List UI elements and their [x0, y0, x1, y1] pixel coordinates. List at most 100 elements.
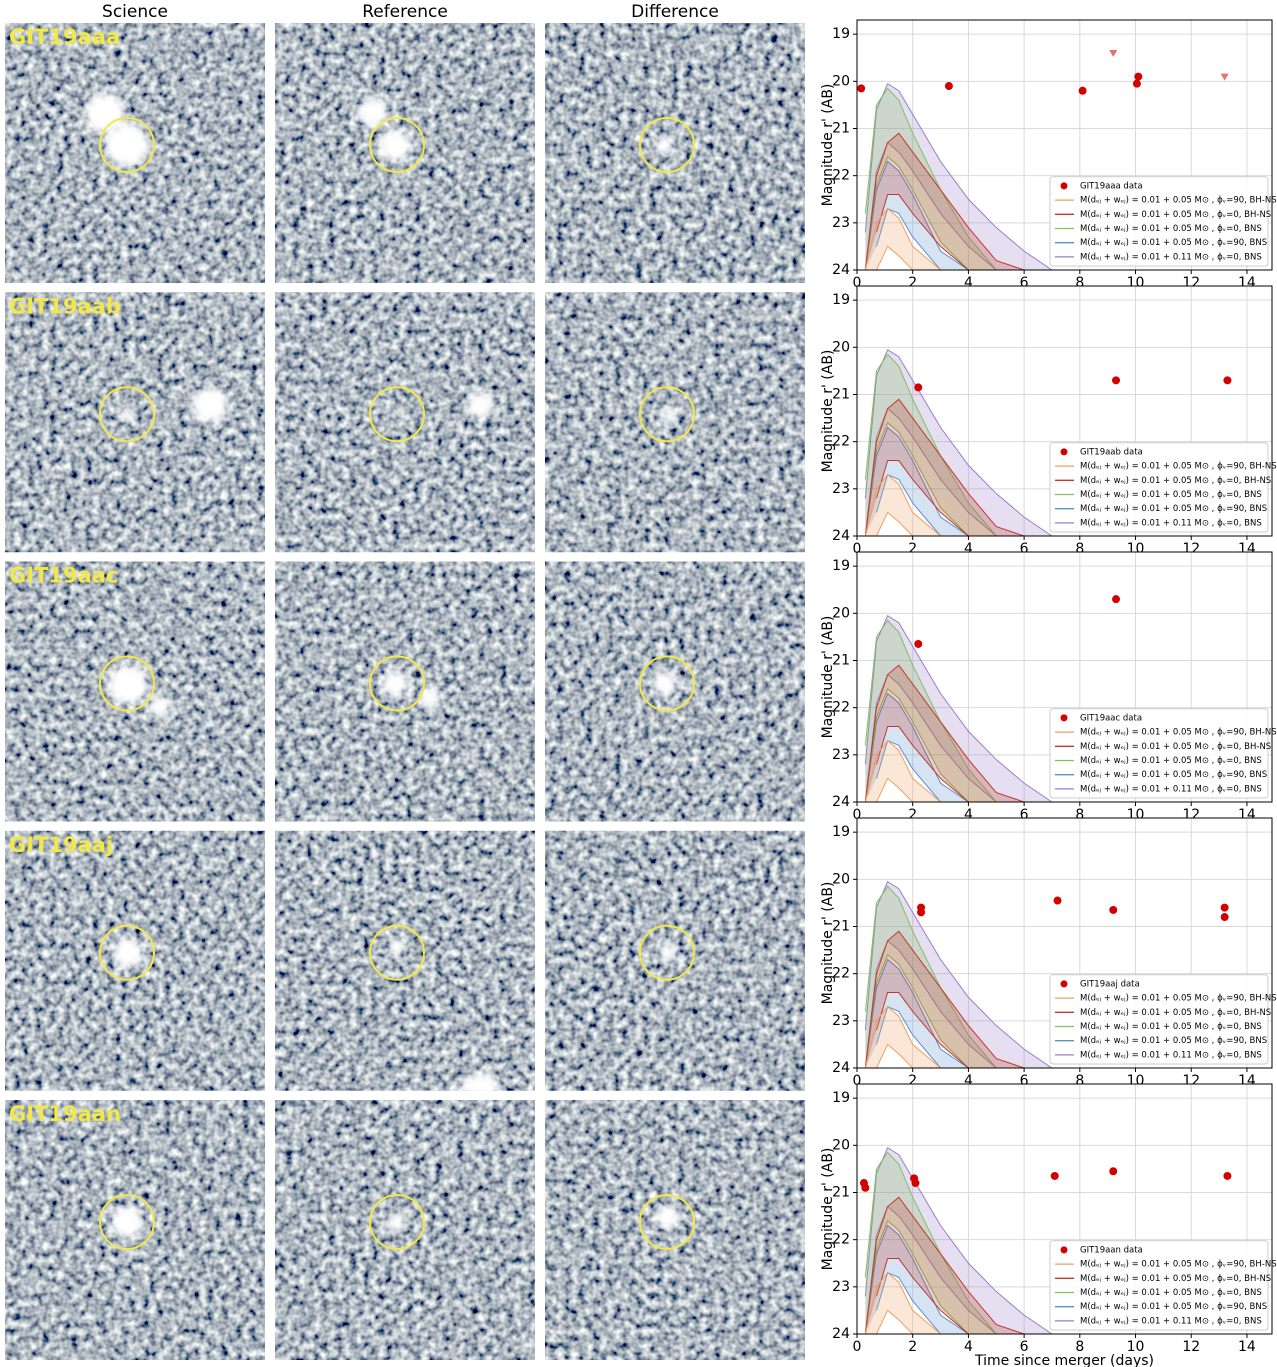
y-tick-label: 19	[832, 824, 850, 840]
model-edge	[864, 1224, 969, 1334]
image-stamp: GIT19aac	[5, 561, 265, 822]
target-ring	[369, 386, 425, 443]
model-edge	[864, 407, 997, 536]
data-point	[1134, 72, 1143, 81]
x-tick-label: 6	[1020, 1339, 1029, 1355]
y-tick-label: 20	[832, 871, 850, 887]
model-edge	[864, 473, 941, 536]
legend-label: M(dₑⱼ + wₑⱼ) = 0.01 + 0.05 M⊙ , ϕᵥ=0, BN…	[1080, 490, 1262, 500]
image-stamp	[275, 1100, 535, 1360]
target-ring	[639, 1194, 695, 1250]
x-tick-label: 4	[964, 807, 973, 823]
legend-label: M(dₑⱼ + wₑⱼ) = 0.01 + 0.05 M⊙ , ϕᵥ=90, B…	[1080, 462, 1277, 472]
data-point	[914, 639, 923, 648]
legend-label: M(dₑⱼ + wₑⱼ) = 0.01 + 0.05 M⊙ , ϕᵥ=0, BH…	[1080, 476, 1271, 486]
y-tick-label: 22	[832, 1232, 850, 1248]
image-stamp: GIT19aan	[5, 1100, 265, 1360]
x-tick-label: 2	[908, 1339, 917, 1355]
data-point	[1220, 913, 1229, 922]
source-blob	[105, 123, 149, 167]
y-axis-label: Magnitude r' (AB)	[820, 84, 836, 207]
image-stamp	[545, 830, 805, 1091]
image-stamp: GIT19aaj	[5, 830, 265, 1091]
x-tick-label: 2	[908, 1073, 917, 1089]
legend-label: M(dₑⱼ + wₑⱼ) = 0.01 + 0.11 M⊙ , ϕᵥ=0, BN…	[1080, 1316, 1262, 1326]
legend-marker	[1060, 182, 1068, 190]
source-blob	[192, 387, 228, 424]
model-edge	[876, 740, 941, 802]
legend-label: GIT19aac data	[1080, 713, 1142, 723]
target-ring	[639, 924, 695, 981]
axes-frame	[856, 19, 1273, 271]
object-label: GIT19aaa	[9, 25, 120, 49]
target-ring	[99, 655, 155, 712]
legend-marker	[1060, 980, 1068, 988]
model-edge	[876, 208, 941, 270]
data-point	[1078, 86, 1087, 95]
x-tick-label: 0	[853, 1339, 862, 1355]
legend-label: M(dₑⱼ + wₑⱼ) = 0.01 + 0.05 M⊙ , ϕᵥ=90, B…	[1080, 1302, 1267, 1312]
x-tick-label: 6	[1020, 1073, 1029, 1089]
source-blob	[85, 93, 125, 133]
plot-content	[864, 880, 1229, 1068]
data-point	[861, 1183, 870, 1192]
data-point	[917, 908, 926, 917]
image-stamp	[275, 830, 535, 1091]
x-tick-label: 8	[1075, 541, 1084, 557]
legend-label: M(dₑⱼ + wₑⱼ) = 0.01 + 0.11 M⊙ , ϕᵥ=0, BN…	[1080, 252, 1262, 262]
model-edge	[864, 1196, 1025, 1334]
column-header: Science	[102, 2, 168, 22]
model-edge	[876, 474, 941, 536]
y-tick-label: 24	[832, 1060, 850, 1076]
y-tick-label: 24	[832, 528, 850, 544]
data-point	[857, 84, 866, 93]
y-tick-label: 23	[832, 747, 850, 763]
legend-label: M(dₑⱼ + wₑⱼ) = 0.01 + 0.05 M⊙ , ϕᵥ=90, B…	[1080, 504, 1267, 514]
model-edge	[864, 958, 969, 1068]
legend-box	[1049, 1240, 1269, 1331]
legend-label: M(dₑⱼ + wₑⱼ) = 0.01 + 0.05 M⊙ , ϕᵥ=90, B…	[1080, 994, 1277, 1004]
legend-label: M(dₑⱼ + wₑⱼ) = 0.01 + 0.05 M⊙ , ϕᵥ=0, BN…	[1080, 756, 1262, 766]
model-band	[865, 427, 969, 536]
model-edge	[864, 1271, 941, 1334]
y-tick-label: 21	[832, 918, 850, 934]
model-edge	[864, 692, 969, 802]
plot-content	[857, 50, 1229, 270]
stamp-noise	[275, 1100, 535, 1360]
x-tick-label: 4	[964, 541, 973, 557]
axes-frame	[856, 1083, 1273, 1335]
source-blob	[394, 411, 402, 420]
model-edge	[864, 930, 1025, 1068]
stamp-noise	[275, 830, 535, 1091]
legend-marker	[1060, 1246, 1068, 1254]
model-edge	[876, 726, 969, 802]
legend-label: M(dₑⱼ + wₑⱼ) = 0.01 + 0.11 M⊙ , ϕᵥ=0, BN…	[1080, 518, 1262, 528]
legend-label: M(dₑⱼ + wₑⱼ) = 0.01 + 0.05 M⊙ , ϕᵥ=0, BN…	[1080, 1022, 1262, 1032]
target-ring	[639, 655, 695, 712]
x-tick-label: 14	[1238, 1339, 1256, 1355]
model-band	[865, 1147, 1052, 1334]
y-axis-label: Magnitude r' (AB)	[820, 1148, 836, 1271]
image-stamp: GIT19aab	[5, 292, 265, 553]
legend-label: M(dₑⱼ + wₑⱼ) = 0.01 + 0.11 M⊙ , ϕᵥ=0, BN…	[1080, 1050, 1262, 1060]
target-ring	[369, 924, 425, 981]
model-band	[865, 615, 1052, 802]
axes-frame	[856, 817, 1273, 1069]
x-tick-label: 0	[853, 541, 862, 557]
x-tick-label: 6	[1020, 541, 1029, 557]
object-label: GIT19aaj	[9, 833, 113, 857]
y-tick-label: 21	[832, 120, 850, 136]
stamp-noise	[545, 23, 805, 283]
legend-label: M(dₑⱼ + wₑⱼ) = 0.01 + 0.05 M⊙ , ϕᵥ=90, B…	[1080, 238, 1267, 248]
legend-marker	[1060, 448, 1068, 456]
source-blob	[121, 408, 135, 423]
x-tick-label: 0	[853, 275, 862, 291]
model-edge	[876, 1272, 941, 1334]
model-edge	[864, 885, 997, 1068]
source-blob	[653, 671, 677, 696]
model-edge	[864, 619, 997, 802]
data-point	[1109, 905, 1118, 914]
data-point	[1112, 376, 1121, 385]
y-tick-label: 20	[832, 605, 850, 621]
legend-label: GIT19aan data	[1080, 1245, 1143, 1255]
